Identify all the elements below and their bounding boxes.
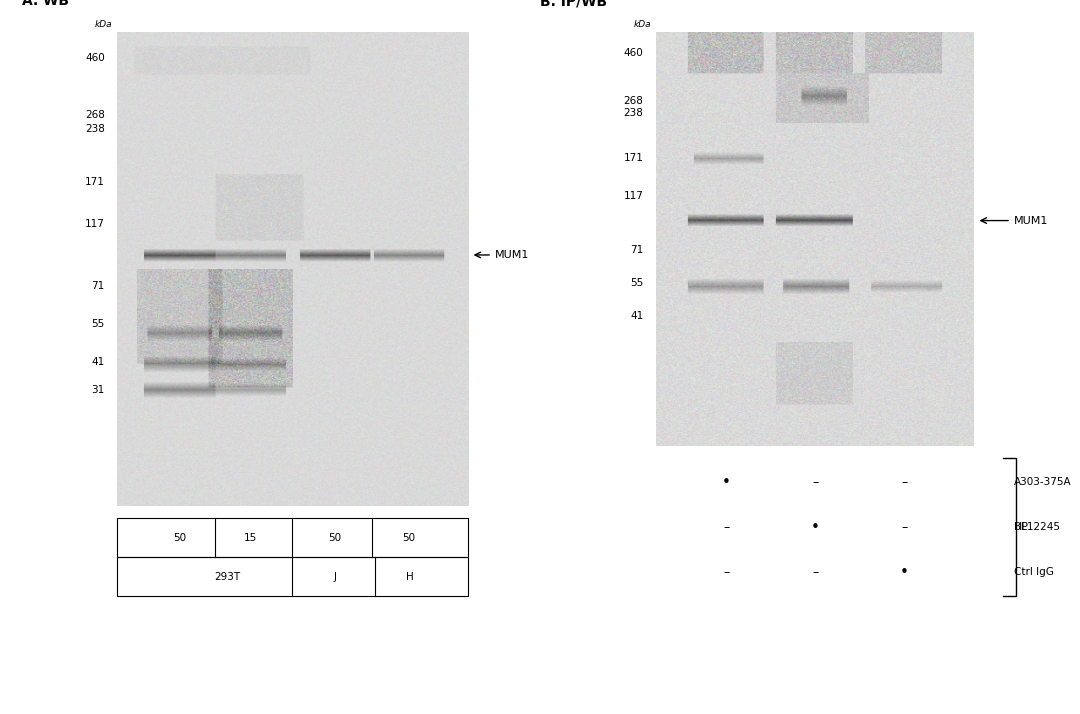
Text: MUM1: MUM1 xyxy=(1014,216,1048,226)
Text: 41: 41 xyxy=(92,356,105,366)
Text: Ctrl IgG: Ctrl IgG xyxy=(1014,567,1053,577)
Text: 268: 268 xyxy=(623,96,644,106)
Text: kDa: kDa xyxy=(94,20,112,29)
Text: 117: 117 xyxy=(623,191,644,201)
Text: 31: 31 xyxy=(92,385,105,395)
Text: 238: 238 xyxy=(85,124,105,134)
Text: 460: 460 xyxy=(85,54,105,64)
Text: 293T: 293T xyxy=(214,571,241,582)
Text: –: – xyxy=(724,565,729,578)
Text: 50: 50 xyxy=(328,533,341,543)
Text: •: • xyxy=(721,475,731,490)
Text: H: H xyxy=(406,571,414,582)
Text: kDa: kDa xyxy=(634,20,651,29)
Text: A. WB: A. WB xyxy=(22,0,69,9)
Text: 171: 171 xyxy=(85,176,105,186)
Text: •: • xyxy=(811,520,820,535)
Text: –: – xyxy=(901,476,907,488)
Text: IP: IP xyxy=(1018,522,1029,532)
Text: A303-375A: A303-375A xyxy=(1014,477,1071,487)
Text: 50: 50 xyxy=(402,533,415,543)
Text: 268: 268 xyxy=(85,110,105,120)
Text: 15: 15 xyxy=(244,533,257,543)
Text: 55: 55 xyxy=(630,278,644,288)
Text: 71: 71 xyxy=(630,244,644,254)
Text: 460: 460 xyxy=(623,48,644,58)
Text: BL12245: BL12245 xyxy=(1014,522,1059,532)
Text: –: – xyxy=(724,521,729,533)
Text: 171: 171 xyxy=(623,154,644,164)
Text: 55: 55 xyxy=(92,318,105,328)
Text: 41: 41 xyxy=(630,311,644,321)
Text: –: – xyxy=(812,565,819,578)
Text: 117: 117 xyxy=(85,219,105,229)
Text: 71: 71 xyxy=(92,281,105,291)
Text: –: – xyxy=(812,476,819,488)
Text: •: • xyxy=(900,565,908,580)
Text: –: – xyxy=(901,521,907,533)
Text: MUM1: MUM1 xyxy=(495,250,529,260)
Text: 50: 50 xyxy=(174,533,187,543)
Text: 238: 238 xyxy=(623,108,644,118)
Bar xyxy=(117,557,469,596)
Text: J: J xyxy=(333,571,336,582)
Bar xyxy=(117,518,469,557)
Text: B. IP/WB: B. IP/WB xyxy=(540,0,607,9)
